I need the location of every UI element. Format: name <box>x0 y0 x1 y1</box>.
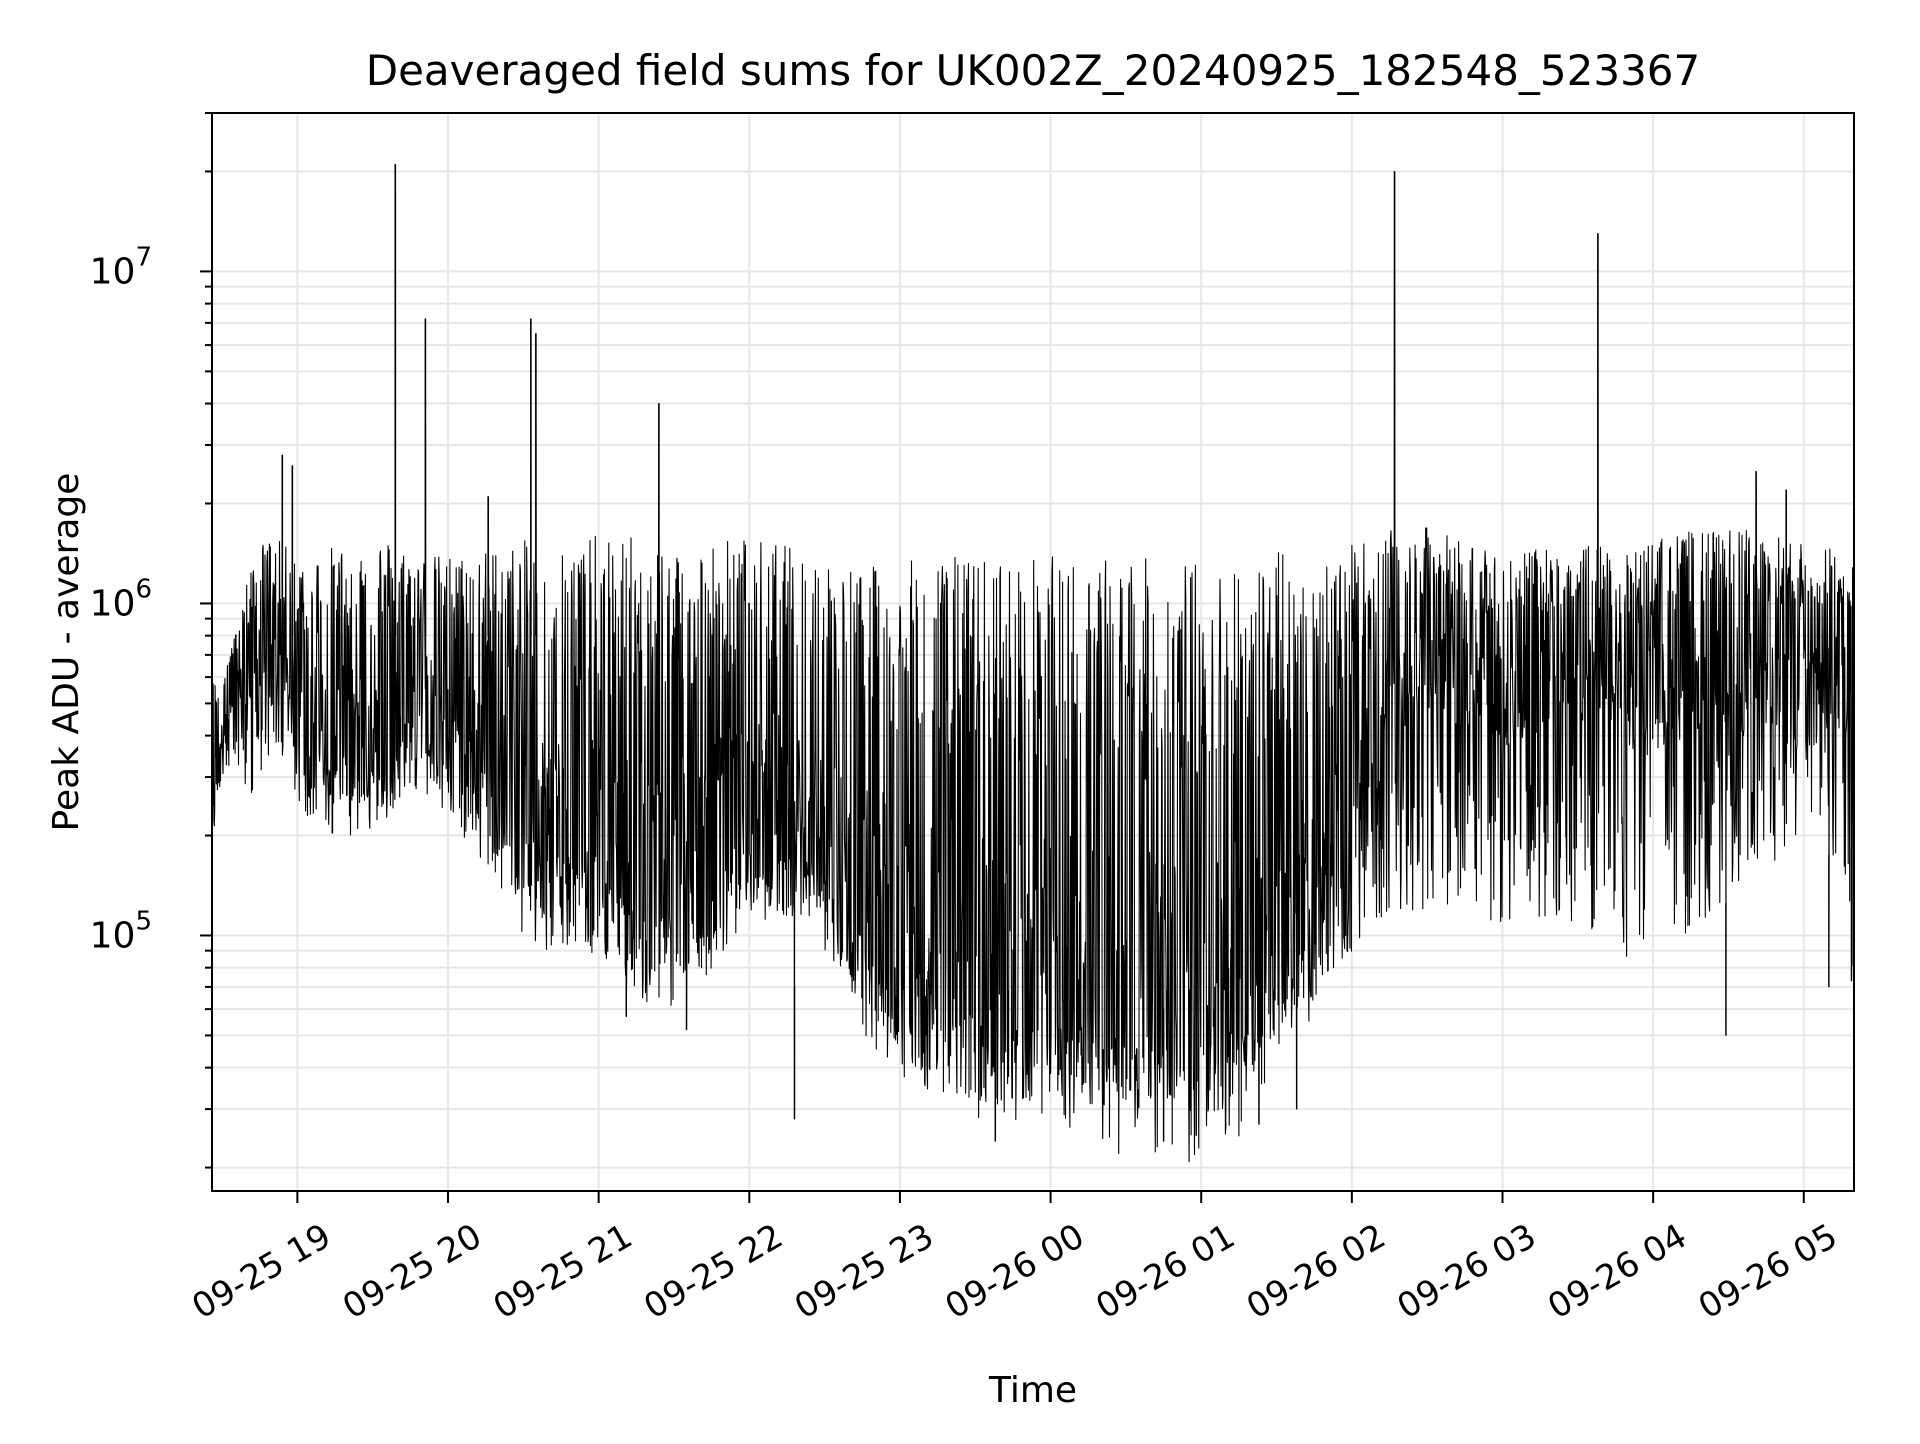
chart-title: Deaveraged field sums for UK002Z_2024092… <box>366 46 1701 95</box>
y-tick-label: 106 <box>90 574 152 624</box>
y-tick-label: 105 <box>90 906 152 956</box>
x-axis-label: Time <box>988 1370 1077 1411</box>
y-tick-label: 107 <box>90 242 152 292</box>
series-line <box>211 163 1855 1163</box>
y-axis-label: Peak ADU - average <box>46 473 87 832</box>
plot-frame <box>211 112 1855 1192</box>
